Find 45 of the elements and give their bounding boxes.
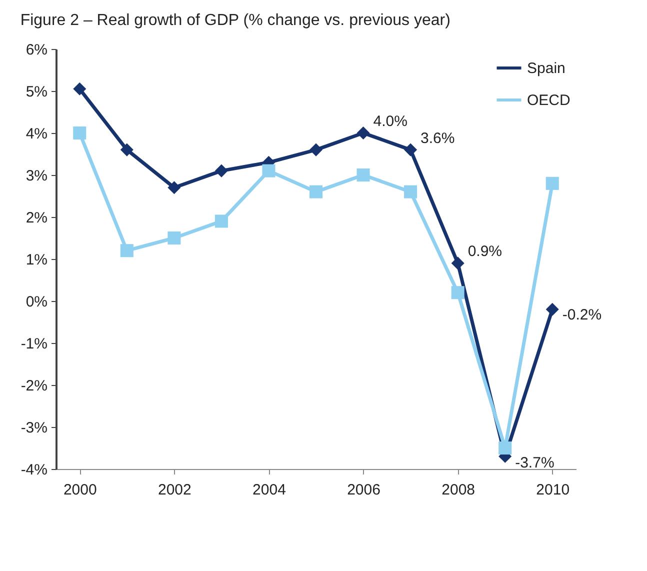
x-tick-label: 2004	[252, 482, 286, 498]
data-label: 3.6%	[420, 130, 455, 147]
x-tick-label: 2008	[442, 482, 476, 498]
point	[262, 164, 276, 178]
point	[168, 231, 181, 245]
x-tick-label: 2006	[347, 482, 380, 498]
point	[498, 441, 512, 455]
y-tick-label: 1%	[26, 252, 48, 268]
point	[546, 176, 559, 190]
legend-label: OECD	[527, 92, 571, 109]
y-tick-label: 3%	[26, 168, 48, 184]
data-label: 4.0%	[373, 113, 408, 130]
chart-title: Figure 2 – Real growth of GDP (% change vs. previous year)	[20, 12, 450, 29]
y-tick-label: 6%	[26, 42, 48, 58]
data-label: -0.2%	[562, 306, 602, 324]
y-tick-label: 2%	[26, 210, 48, 226]
point	[309, 143, 323, 156]
point	[120, 244, 134, 258]
point	[404, 185, 418, 198]
point	[451, 286, 464, 300]
x-tick-label: 2010	[536, 482, 570, 498]
point	[546, 302, 559, 316]
x-tick-label: 2002	[158, 482, 192, 498]
y-tick-label: -4%	[20, 462, 48, 478]
y-tick-label: -3%	[20, 420, 48, 436]
point	[73, 82, 86, 96]
y-tick-label: 5%	[26, 84, 48, 100]
point	[168, 181, 181, 194]
point	[214, 214, 228, 228]
point	[451, 256, 464, 270]
point	[404, 143, 418, 156]
point	[214, 164, 228, 178]
y-tick-label: 4%	[26, 126, 48, 142]
point	[309, 185, 323, 198]
point	[356, 126, 370, 140]
y-tick-label: -2%	[20, 378, 48, 394]
data-label: 0.9%	[468, 243, 502, 260]
legend-label: Spain	[527, 60, 566, 77]
point	[120, 143, 134, 156]
y-tick-label: -1%	[20, 336, 48, 352]
y-tick-label: 0%	[26, 294, 48, 310]
point	[73, 126, 86, 140]
x-tick-label: 2000	[63, 482, 97, 498]
data-label: -3.7%	[515, 454, 554, 472]
point	[356, 168, 370, 182]
